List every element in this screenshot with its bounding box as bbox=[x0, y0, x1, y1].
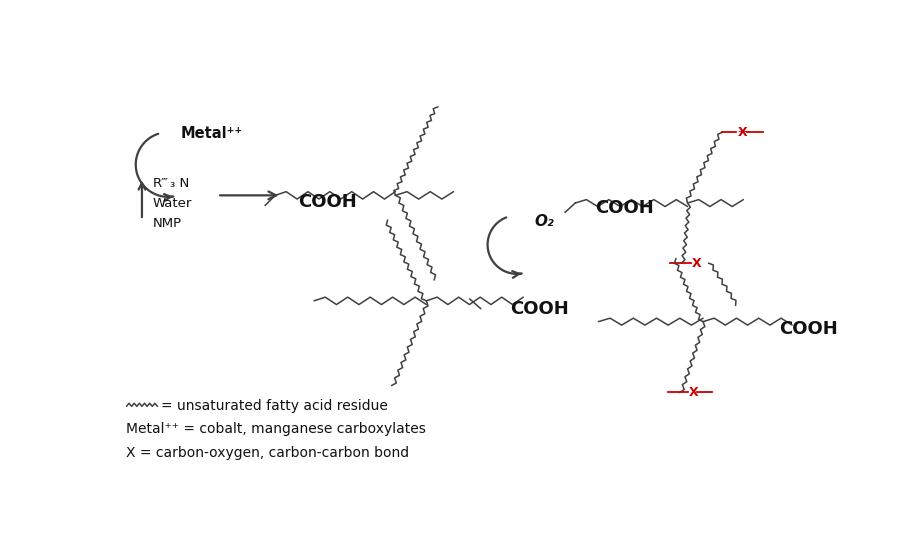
Text: Water: Water bbox=[153, 196, 193, 210]
Text: X: X bbox=[738, 126, 748, 139]
Text: NMP: NMP bbox=[153, 217, 182, 229]
Text: X: X bbox=[688, 386, 698, 399]
Text: ₃ N: ₃ N bbox=[170, 177, 189, 190]
Text: COOH: COOH bbox=[779, 320, 838, 338]
Text: COOH: COOH bbox=[510, 300, 569, 317]
Text: Metal⁺⁺: Metal⁺⁺ bbox=[181, 126, 243, 141]
Text: COOH: COOH bbox=[298, 192, 356, 211]
Text: X: X bbox=[691, 257, 701, 270]
Text: O₂: O₂ bbox=[535, 214, 554, 229]
Text: R‴: R‴ bbox=[153, 177, 169, 190]
Text: X = carbon-oxygen, carbon-carbon bond: X = carbon-oxygen, carbon-carbon bond bbox=[126, 446, 410, 460]
Text: = unsaturated fatty acid residue: = unsaturated fatty acid residue bbox=[160, 399, 387, 414]
Text: Metal⁺⁺ = cobalt, manganese carboxylates: Metal⁺⁺ = cobalt, manganese carboxylates bbox=[126, 422, 427, 437]
Text: —: — bbox=[738, 126, 749, 136]
Text: COOH: COOH bbox=[595, 199, 653, 217]
